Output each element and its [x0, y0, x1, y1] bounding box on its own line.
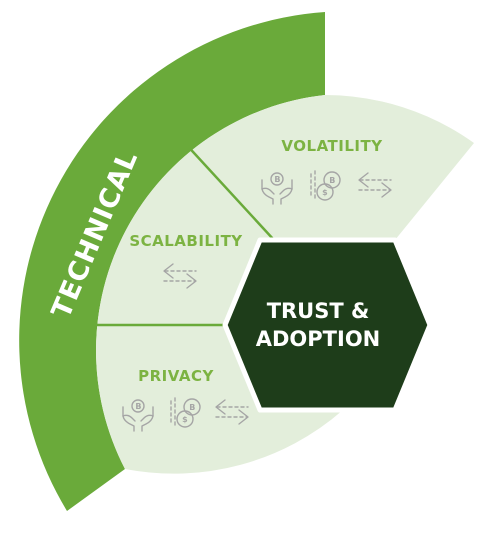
segment-privacy: PRIVACY: [122, 367, 249, 432]
technical-arc: [19, 12, 325, 511]
center-label-line1: TRUST &: [267, 299, 370, 323]
center-hexagon: [222, 237, 433, 413]
segment-scalability: SCALABILITY: [129, 232, 243, 289]
divider-volatility-scalability: [182, 140, 275, 241]
center-label-line2: ADOPTION: [256, 327, 381, 351]
volatility-label: VOLATILITY: [281, 137, 383, 155]
privacy-label: PRIVACY: [138, 367, 214, 385]
scalability-label: SCALABILITY: [129, 232, 243, 250]
segment-volatility: VOLATILITY: [261, 137, 392, 205]
